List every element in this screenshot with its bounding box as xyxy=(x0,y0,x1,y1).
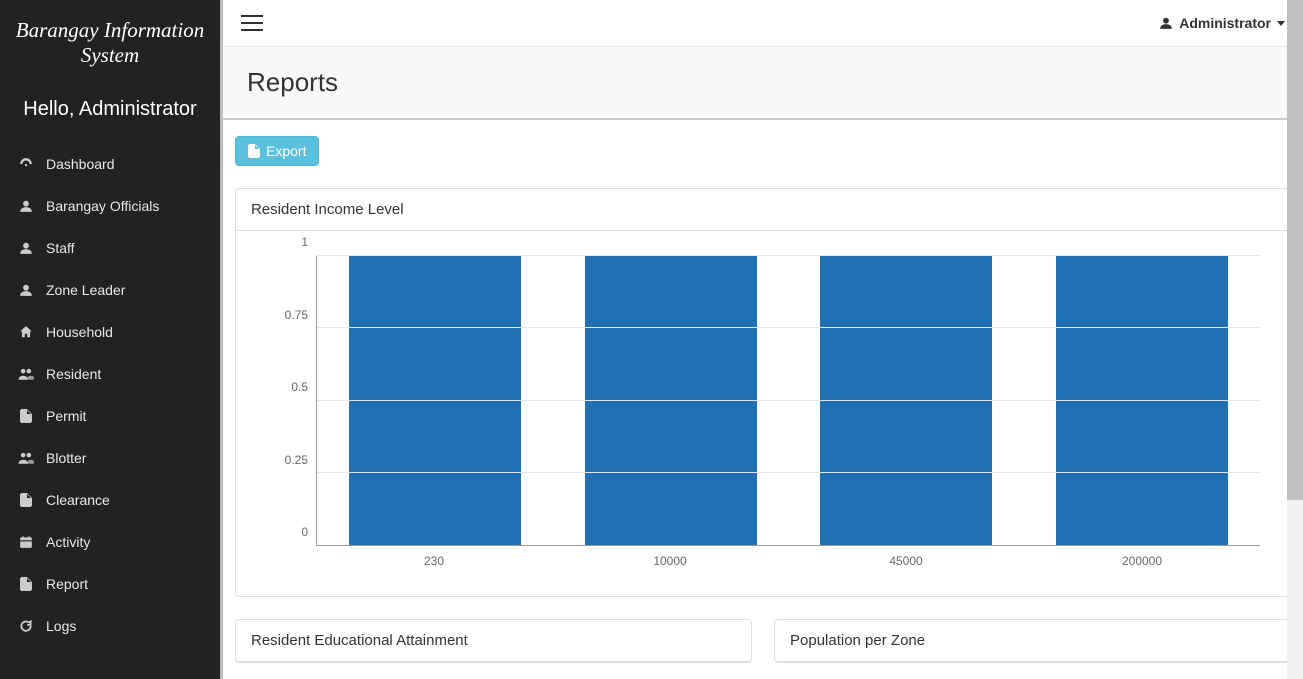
file-icon xyxy=(18,576,34,592)
grid-line xyxy=(317,327,1260,328)
sidebar-item-zone-leader[interactable]: Zone Leader xyxy=(0,269,220,311)
dashboard-icon xyxy=(18,156,34,172)
bar-column xyxy=(553,256,789,545)
export-label: Export xyxy=(266,143,306,159)
topbar: Administrator xyxy=(223,0,1303,47)
sidebar-item-permit[interactable]: Permit xyxy=(0,395,220,437)
x-tick-label: 45000 xyxy=(788,546,1024,576)
y-tick-label: 1 xyxy=(301,235,308,249)
user-icon xyxy=(18,240,34,256)
sidebar-item-household[interactable]: Household xyxy=(0,311,220,353)
y-tick-label: 0.25 xyxy=(285,453,308,467)
calendar-icon xyxy=(18,534,34,550)
sidebar-item-resident[interactable]: Resident xyxy=(0,353,220,395)
users-icon xyxy=(18,450,34,466)
sidebar-item-label: Logs xyxy=(46,618,76,634)
refresh-icon xyxy=(18,618,34,634)
chevron-down-icon xyxy=(1277,21,1285,26)
sidebar-item-label: Resident xyxy=(46,366,101,382)
file-icon xyxy=(248,144,260,158)
x-tick-label: 10000 xyxy=(552,546,788,576)
income-chart: 00.250.50.751 2301000045000200000 xyxy=(266,256,1260,576)
income-chart-panel: Resident Income Level 0 0.25 0.5 0.75 1 2301… xyxy=(235,188,1291,597)
sidebar-item-dashboard[interactable]: Dashboard xyxy=(0,143,220,185)
bar xyxy=(349,256,521,545)
sidebar-item-clearance[interactable]: Clearance xyxy=(0,479,220,521)
sidebar-item-label: Dashboard xyxy=(46,156,115,172)
y-tick-label: 0.5 xyxy=(291,380,308,394)
scrollbar-thumb[interactable] xyxy=(1287,0,1303,500)
scrollbar[interactable] xyxy=(1287,0,1303,679)
education-chart-panel: Resident Educational Attainment xyxy=(235,619,752,663)
sidebar-item-blotter[interactable]: Blotter xyxy=(0,437,220,479)
grid-line xyxy=(317,472,1260,473)
user-menu[interactable]: Administrator xyxy=(1159,15,1285,31)
bar-column xyxy=(789,256,1025,545)
population-panel-title: Population per Zone xyxy=(775,620,1290,662)
sidebar-item-label: Staff xyxy=(46,240,75,256)
export-button[interactable]: Export xyxy=(235,136,319,166)
file-icon xyxy=(18,492,34,508)
plot-area xyxy=(316,256,1260,546)
page-header: Reports xyxy=(223,47,1303,120)
chart-title: Resident Income Level xyxy=(236,189,1290,231)
sidebar-item-label: Zone Leader xyxy=(46,282,125,298)
sidebar-item-label: Permit xyxy=(46,408,86,424)
y-tick-label: 0 xyxy=(301,525,308,539)
sidebar-item-label: Report xyxy=(46,576,88,592)
sidebar-item-label: Blotter xyxy=(46,450,86,466)
x-axis: 2301000045000200000 xyxy=(316,546,1260,576)
sidebar-nav: Dashboard Barangay Officials Staff Zone Lea… xyxy=(0,143,220,647)
bar xyxy=(585,256,757,545)
population-chart-panel: Population per Zone xyxy=(774,619,1291,663)
users-icon xyxy=(18,366,34,382)
home-icon xyxy=(18,324,34,340)
page-title: Reports xyxy=(247,67,1279,98)
content: Export Resident Income Level 0 0.25 0.5 0.7… xyxy=(223,120,1303,679)
y-tick-label: 0.75 xyxy=(285,308,308,322)
sidebar-item-label: Household xyxy=(46,324,113,340)
greeting-text: Hello, Administrator xyxy=(0,86,220,143)
bars-container xyxy=(317,256,1260,545)
sidebar-item-report[interactable]: Report xyxy=(0,563,220,605)
user-icon xyxy=(1159,16,1173,30)
user-icon xyxy=(18,282,34,298)
sidebar-item-label: Clearance xyxy=(46,492,110,508)
bar xyxy=(1056,256,1228,545)
sidebar-item-staff[interactable]: Staff xyxy=(0,227,220,269)
bar xyxy=(820,256,992,545)
user-icon xyxy=(18,198,34,214)
grid-line xyxy=(317,255,1260,256)
bar-column xyxy=(317,256,553,545)
sidebar-item-logs[interactable]: Logs xyxy=(0,605,220,647)
main-area: Administrator Reports Export Resident In… xyxy=(220,0,1303,679)
y-axis: 00.250.50.751 xyxy=(266,256,316,546)
sidebar-item-activity[interactable]: Activity xyxy=(0,521,220,563)
x-tick-label: 230 xyxy=(316,546,552,576)
sidebar-item-barangay-officials[interactable]: Barangay Officials xyxy=(0,185,220,227)
user-label: Administrator xyxy=(1179,15,1271,31)
education-panel-title: Resident Educational Attainment xyxy=(236,620,751,662)
menu-toggle-icon[interactable] xyxy=(241,15,263,31)
file-icon xyxy=(18,408,34,424)
grid-line xyxy=(317,400,1260,401)
brand-title: Barangay Information System xyxy=(0,0,220,86)
x-tick-label: 200000 xyxy=(1024,546,1260,576)
sidebar: Barangay Information System Hello, Admin… xyxy=(0,0,220,679)
sidebar-item-label: Activity xyxy=(46,534,90,550)
sidebar-item-label: Barangay Officials xyxy=(46,198,159,214)
bar-column xyxy=(1024,256,1260,545)
